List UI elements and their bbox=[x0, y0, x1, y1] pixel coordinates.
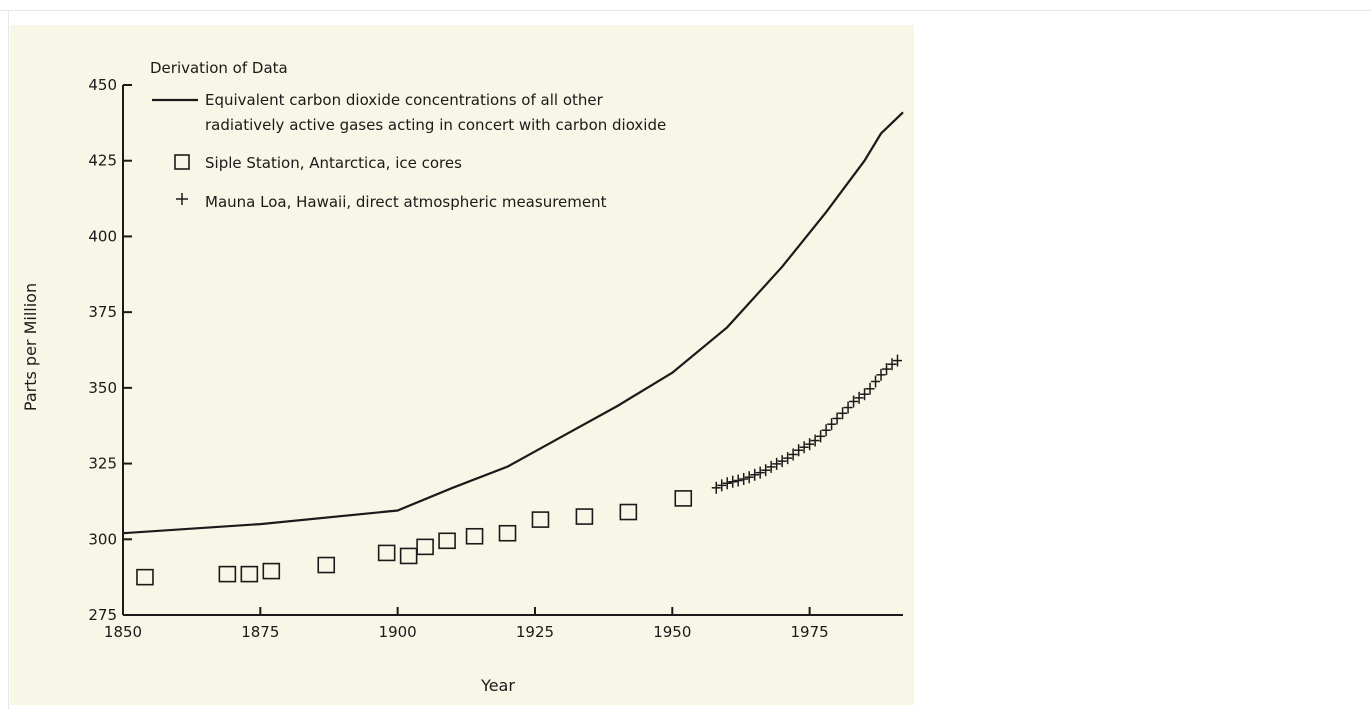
x-tick-label: 1900 bbox=[379, 623, 417, 641]
mauna-loa-point bbox=[838, 407, 848, 420]
mauna-loa-point bbox=[893, 354, 903, 367]
mauna-loa-point bbox=[766, 460, 776, 473]
siple-ice-core-point bbox=[575, 508, 594, 525]
mauna-loa-point bbox=[783, 452, 793, 465]
mauna-loa-point bbox=[728, 475, 738, 488]
axes bbox=[122, 85, 903, 616]
mauna-loa-point bbox=[750, 468, 760, 481]
x-tick-label: 1925 bbox=[516, 623, 554, 641]
mauna-loa-point bbox=[739, 473, 749, 486]
mauna-loa-point bbox=[876, 368, 886, 381]
x-axis-title: Year bbox=[480, 676, 515, 695]
mauna-loa-point bbox=[777, 455, 787, 468]
siple-ice-core-point bbox=[136, 568, 154, 586]
chart-figure: 275 300 325 350 375 400 425 450 1850 1875 1900 1925… bbox=[10, 25, 914, 705]
legend-square-marker bbox=[174, 154, 190, 170]
siple-ice-core-point bbox=[377, 544, 396, 562]
mauna-loa-point bbox=[761, 464, 771, 477]
mauna-loa-point bbox=[827, 418, 837, 431]
series-siple-squares bbox=[136, 490, 693, 586]
siple-ice-core-point bbox=[416, 538, 434, 556]
series-equivalent-co2-line bbox=[122, 111, 904, 535]
co2-chart: 275 300 325 350 375 400 425 450 1850 1875 1900 1925… bbox=[21, 59, 904, 695]
mauna-loa-point bbox=[843, 401, 853, 414]
siple-ice-core-point bbox=[531, 511, 550, 528]
siple-ice-core-point bbox=[317, 556, 336, 574]
mauna-loa-point bbox=[865, 382, 875, 395]
y-tick-label: 450 bbox=[88, 76, 117, 94]
x-tick-label: 1875 bbox=[241, 623, 279, 641]
mauna-loa-point bbox=[860, 388, 870, 401]
siple-ice-core-point bbox=[674, 490, 693, 507]
y-tick-label: 275 bbox=[88, 606, 117, 624]
y-tick-label: 425 bbox=[88, 152, 117, 170]
y-tick-label: 350 bbox=[88, 379, 117, 397]
mauna-loa-point bbox=[805, 438, 815, 451]
series-mauna-loa-plus bbox=[711, 354, 903, 494]
mauna-loa-point bbox=[882, 363, 892, 376]
siple-ice-core-point bbox=[262, 562, 281, 580]
y-tick-label: 325 bbox=[88, 455, 117, 473]
mauna-loa-point bbox=[821, 424, 831, 437]
y-tick-label: 300 bbox=[88, 530, 117, 548]
siple-ice-core-point bbox=[498, 524, 517, 542]
equivalent-co2-curve bbox=[122, 111, 904, 535]
x-tick-label: 1850 bbox=[104, 623, 142, 641]
siple-ice-core-point bbox=[465, 527, 484, 545]
mauna-loa-point bbox=[788, 448, 798, 461]
page-left-border bbox=[8, 10, 9, 709]
mauna-loa-point bbox=[772, 457, 782, 470]
mauna-loa-point bbox=[816, 430, 826, 443]
axis-ticks: 275 300 325 350 375 400 425 450 1850 1875 1900 1925… bbox=[88, 76, 828, 641]
legend-heading: Derivation of Data bbox=[150, 59, 288, 77]
siple-ice-core-point bbox=[438, 532, 456, 550]
mauna-loa-point bbox=[794, 444, 804, 457]
legend-line-label: Equivalent carbon dioxide concentrations… bbox=[205, 91, 604, 109]
y-axis-title: Parts per Million bbox=[21, 283, 40, 411]
mauna-loa-point bbox=[799, 441, 809, 454]
mauna-loa-point bbox=[744, 471, 754, 484]
x-tick-label: 1975 bbox=[791, 623, 829, 641]
mauna-loa-point bbox=[722, 477, 732, 490]
siple-ice-core-point bbox=[240, 565, 259, 583]
x-tick-label: 1950 bbox=[653, 623, 691, 641]
siple-ice-core-point bbox=[399, 547, 418, 565]
y-tick-label: 400 bbox=[88, 227, 117, 245]
mauna-loa-point bbox=[711, 481, 721, 494]
y-tick-label: 375 bbox=[88, 303, 117, 321]
legend-square-label: Siple Station, Antarctica, ice cores bbox=[205, 154, 462, 172]
mauna-loa-point bbox=[854, 391, 864, 404]
mauna-loa-point bbox=[849, 395, 859, 408]
legend-line-label: radiatively active gases acting in conce… bbox=[205, 116, 666, 134]
siple-ice-core-point bbox=[218, 565, 237, 583]
mauna-loa-point bbox=[717, 479, 727, 492]
mauna-loa-point bbox=[755, 466, 765, 479]
siple-ice-core-point bbox=[619, 503, 638, 521]
mauna-loa-point bbox=[871, 375, 881, 388]
mauna-loa-point bbox=[733, 474, 743, 487]
legend-plus-label: Mauna Loa, Hawaii, direct atmospheric me… bbox=[205, 193, 607, 211]
mauna-loa-point bbox=[810, 434, 820, 447]
mauna-loa-point bbox=[832, 412, 842, 425]
page-top-border bbox=[0, 10, 1371, 11]
legend: Derivation of Data Equivalent carbon diox… bbox=[150, 59, 666, 211]
mauna-loa-point bbox=[887, 358, 897, 371]
